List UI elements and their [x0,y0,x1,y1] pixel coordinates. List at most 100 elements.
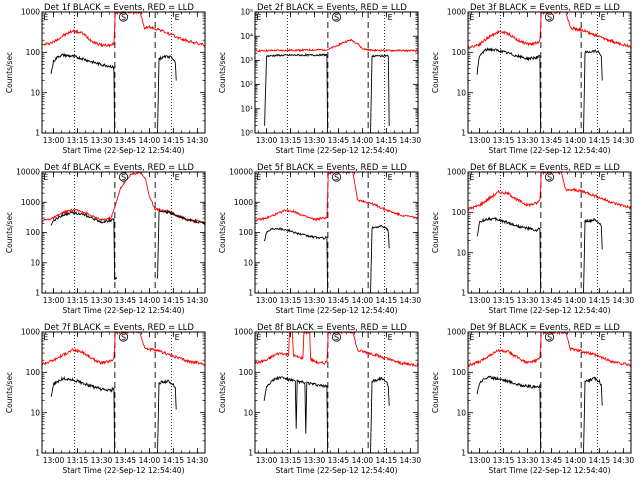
time-marker-label: E [601,333,606,342]
time-marker-label: E [43,173,48,182]
x-tick-label: 13:45 [541,296,563,305]
events-series-line [157,209,205,279]
y-tick-label: 10 [30,408,40,417]
sunrise-marker-circle [544,12,555,22]
plot-frame [41,11,206,134]
y-tick-label: 1 [461,289,466,298]
time-marker-label: S [121,333,126,342]
plot-frame [254,171,419,294]
x-tick-label: 13:00 [256,136,278,145]
time-marker-label: E [256,333,261,342]
x-axis-label: Start Time (22-Sep-12 12:54:40) [276,306,398,315]
time-marker-label: E [469,13,474,22]
y-tick-label: 1000 [447,168,466,177]
y-tick-label: 100 [452,208,467,217]
panel-title: Det 8f BLACK = Events, RED = LLD [257,323,407,333]
panel-det-5: Det 5f BLACK = Events, RED = LLD Counts/s… [218,163,421,315]
y-tick-label: 10⁴ [240,32,253,41]
x-tick-label: 13:30 [517,136,539,145]
y-tick-label: 10² [240,80,253,89]
x-tick-label: 13:15 [493,136,515,145]
y-tick-label: 10 [456,408,466,417]
x-tick-label: 14:30 [400,296,422,305]
lld-series-line [42,332,205,366]
x-tick-label: 13:00 [43,136,65,145]
panel-det-1: Det 1f BLACK = Events, RED = LLD Counts/s… [5,3,208,155]
plot-frame [254,11,419,134]
x-tick-label: 14:00 [565,136,587,145]
panel-det-6: Det 6f BLACK = Events, RED = LLD Counts/s… [431,163,634,315]
y-tick-label: 100 [26,228,41,237]
x-tick-label: 14:00 [565,296,587,305]
time-marker-label: E [175,333,180,342]
y-tick-label: 100 [452,368,467,377]
x-axis-label: Start Time (22-Sep-12 12:54:40) [63,466,185,475]
events-series-line [583,49,603,133]
events-series-line [50,52,117,133]
sunrise-marker-circle [544,332,555,342]
x-tick-label: 14:00 [139,296,161,305]
y-tick-label: 10¹ [240,104,253,113]
x-tick-label: 14:30 [613,456,635,465]
panel-det-9: Det 9f BLACK = Events, RED = LLD Counts/s… [431,323,634,475]
x-axis-label: Start Time (22-Sep-12 12:54:40) [489,306,611,315]
panel-title: Det 6f BLACK = Events, RED = LLD [470,163,620,173]
y-tick-label: 100 [26,48,41,57]
x-tick-label: 14:15 [376,136,398,145]
x-tick-label: 13:45 [328,296,350,305]
sunrise-marker-circle [331,12,342,22]
time-marker-label: E [43,333,48,342]
x-tick-label: 13:15 [67,296,89,305]
y-tick-label: 10 [30,88,40,97]
x-tick-label: 14:15 [589,456,611,465]
events-series-line [264,53,330,133]
x-axis-label: Start Time (22-Sep-12 12:54:40) [276,466,398,475]
panel-title: Det 9f BLACK = Events, RED = LLD [470,323,620,333]
y-tick-label: 1000 [447,328,466,337]
y-axis-label: Counts/sec [5,52,14,93]
x-tick-label: 13:15 [67,456,89,465]
x-tick-label: 13:30 [517,296,539,305]
panel-title: Det 3f BLACK = Events, RED = LLD [470,3,620,13]
y-tick-label: 10⁰ [240,129,253,138]
events-series-line [50,210,118,281]
time-marker-label: S [547,173,552,182]
y-tick-label: 1 [35,129,40,138]
y-tick-label: 1 [35,449,40,458]
events-series-line [157,379,177,453]
time-marker-label: E [43,13,48,22]
y-tick-label: 10 [243,408,253,417]
y-tick-label: 10000 [16,168,40,177]
y-tick-label: 1 [461,449,466,458]
x-tick-label: 13:30 [91,456,113,465]
time-marker-label: S [334,13,339,22]
sunrise-marker-circle [331,172,342,182]
x-tick-label: 14:00 [139,456,161,465]
sunrise-marker-circle [331,332,342,342]
x-axis-label: Start Time (22-Sep-12 12:54:40) [489,146,611,155]
y-tick-label: 100 [239,228,254,237]
x-tick-label: 13:15 [280,456,302,465]
plot-frame [467,331,632,454]
plot-area [255,172,418,293]
y-tick-label: 1000 [21,328,40,337]
time-marker-label: S [547,333,552,342]
panel-det-8: Det 8f BLACK = Events, RED = LLD Counts/s… [218,323,421,475]
plot-area [42,332,205,453]
x-tick-label: 13:00 [469,456,491,465]
y-axis-label: Counts/sec [218,212,227,253]
panel-title: Det 1f BLACK = Events, RED = LLD [44,3,194,13]
x-tick-label: 14:30 [187,136,209,145]
lld-series-line [468,332,631,368]
y-axis-label: Counts/sec [431,372,440,413]
y-axis-label: Counts/sec [5,372,14,413]
time-marker-label: E [469,173,474,182]
events-series-line [370,54,390,133]
x-tick-label: 14:30 [187,456,209,465]
time-marker-label: E [388,173,393,182]
time-marker-label: E [601,13,606,22]
x-tick-label: 13:00 [469,296,491,305]
sunrise-marker-circle [118,172,129,182]
events-series-line [157,54,177,133]
plot-frame [467,171,632,294]
